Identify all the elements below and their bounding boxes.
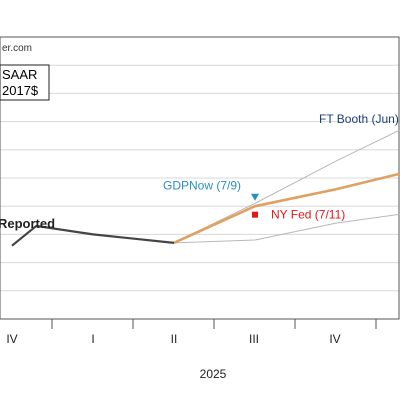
series-reported [11,224,175,247]
x-axis: IV I II III IV [6,319,377,346]
ylabel-box [0,64,50,101]
label-nyfed: NY Fed (7/11) [271,208,345,222]
annotation-reported: Reported [0,216,55,231]
series-upper-band [173,129,400,244]
x-tick-label-1: I [91,332,94,346]
x-group-label: 2025 [200,367,227,381]
gridlines [0,64,399,292]
x-tick-label-2: II [171,332,178,346]
x-tick-label-3: III [249,332,259,346]
series-lower-band [173,213,400,244]
label-gdpnow: GDPNow (7/9) [163,179,241,193]
marker-gdpnow [251,193,259,201]
marker-nyfed [252,211,258,218]
ylabel-line-2: 2017$ [2,83,39,98]
series-group [11,129,400,247]
marker-group [251,193,259,218]
source-text: er.com [2,43,32,54]
ylabel-line-1: SAAR [2,67,37,82]
label-group: GDPNow (7/9)NY Fed (7/11)FT Booth (Jun)W [163,112,399,222]
label-ftbooth: FT Booth (Jun) [319,112,399,126]
x-tick-label-0: IV [6,332,17,346]
x-tick-label-4: IV [329,332,340,346]
series-forecast [173,172,400,245]
plot-border [0,36,400,320]
